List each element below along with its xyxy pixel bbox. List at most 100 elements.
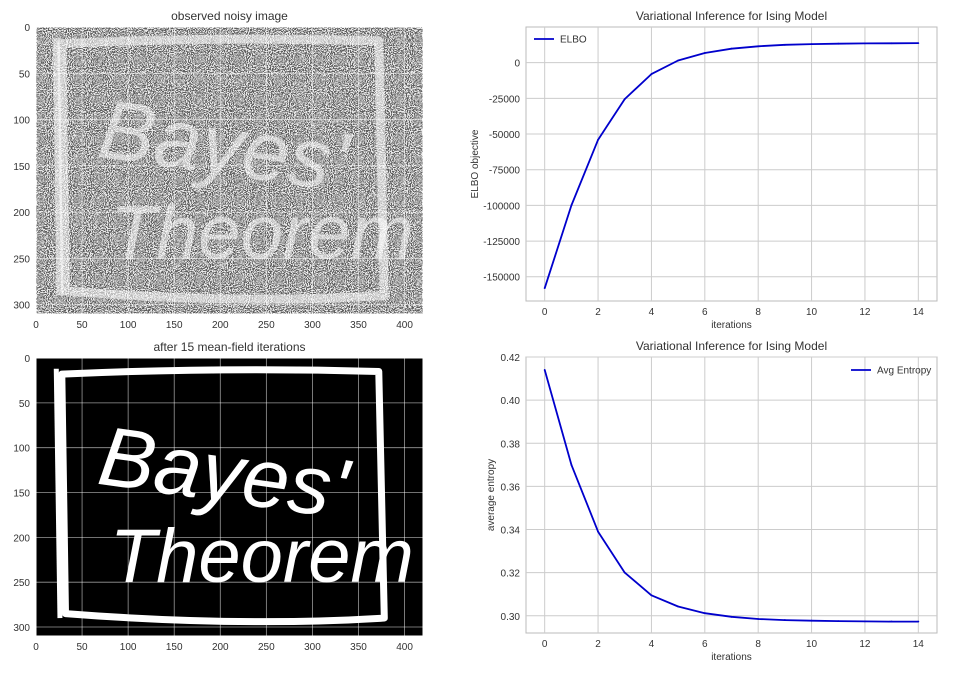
data-point bbox=[570, 204, 573, 207]
plot-area bbox=[525, 26, 938, 302]
data-point bbox=[783, 619, 786, 621]
data-point bbox=[917, 42, 920, 45]
data-point bbox=[917, 620, 920, 623]
y-axis-label: ELBO objective bbox=[470, 129, 481, 198]
x-tick-label: 400 bbox=[396, 642, 413, 653]
y-tick-label: 0.42 bbox=[501, 353, 521, 364]
data-point bbox=[597, 138, 599, 141]
data-point bbox=[677, 59, 680, 62]
y-tick-label: -25000 bbox=[489, 94, 521, 105]
x-tick-label: 12 bbox=[859, 307, 871, 318]
y-tick-label: 0.38 bbox=[501, 439, 521, 450]
data-point bbox=[703, 52, 706, 54]
y-tick-label: 0.34 bbox=[501, 526, 521, 537]
x-tick-label: 12 bbox=[859, 639, 871, 650]
y-tick-label: 100 bbox=[13, 116, 30, 127]
legend-label: ELBO bbox=[560, 35, 587, 46]
chart-title: Variational Inference for Ising Model bbox=[636, 9, 827, 23]
data-point bbox=[703, 612, 706, 615]
data-point bbox=[783, 43, 786, 46]
image-border bbox=[35, 357, 424, 637]
x-tick-label: 350 bbox=[350, 642, 367, 653]
data-point bbox=[890, 42, 893, 45]
x-tick-label: 350 bbox=[350, 320, 367, 331]
plot-area bbox=[525, 356, 938, 634]
x-tick-label: 300 bbox=[304, 642, 321, 653]
image-frame-stroke bbox=[58, 366, 388, 626]
y-tick-label: 0.30 bbox=[501, 612, 521, 623]
x-tick-label: 8 bbox=[755, 307, 761, 318]
x-tick-label: 14 bbox=[913, 639, 925, 650]
line-chart: Variational Inference for Ising Model 0 2 4… bbox=[470, 9, 938, 331]
data-point bbox=[623, 571, 626, 574]
y-tick-label: 200 bbox=[13, 533, 30, 544]
y-tick-label: 0.32 bbox=[501, 569, 521, 580]
data-point bbox=[597, 530, 599, 533]
x-axis-label: iterations bbox=[711, 320, 752, 331]
x-tick-label: 400 bbox=[396, 320, 413, 331]
x-tick-label: 250 bbox=[258, 320, 275, 331]
chart-title: observed noisy image bbox=[171, 9, 288, 23]
y-tick-label: 250 bbox=[13, 254, 30, 265]
x-axis-label: iterations bbox=[711, 652, 752, 663]
x-tick-label: 10 bbox=[806, 639, 818, 650]
x-tick-label: 100 bbox=[120, 642, 137, 653]
data-point bbox=[837, 42, 840, 45]
x-tick-label: 10 bbox=[806, 307, 818, 318]
y-tick-label: -150000 bbox=[483, 273, 520, 284]
x-tick-label: 4 bbox=[649, 307, 655, 318]
data-point bbox=[543, 287, 546, 290]
image-frame-stroke bbox=[52, 38, 64, 296]
legend-label: Avg Entropy bbox=[877, 366, 931, 377]
y-tick-label: 0 bbox=[514, 59, 520, 70]
x-tick-label: 50 bbox=[77, 320, 89, 331]
x-tick-label: 0 bbox=[542, 307, 548, 318]
image-panel: after 15 mean-field iterationsBayes'Theo… bbox=[13, 340, 424, 653]
data-point bbox=[730, 615, 733, 618]
line-chart: Variational Inference for Ising Model 0 2 4… bbox=[486, 339, 938, 663]
x-tick-label: 300 bbox=[304, 320, 321, 331]
x-tick-label: 4 bbox=[649, 639, 655, 650]
y-tick-label: 300 bbox=[13, 623, 30, 634]
data-point bbox=[650, 73, 653, 75]
y-tick-label: 50 bbox=[19, 69, 31, 80]
y-tick-label: 150 bbox=[13, 489, 30, 500]
data-point bbox=[890, 620, 893, 623]
image-word: Theorem bbox=[110, 190, 414, 275]
y-tick-label: -125000 bbox=[483, 237, 520, 248]
data-point bbox=[677, 605, 680, 608]
x-tick-label: 2 bbox=[595, 307, 601, 318]
x-tick-label: 2 bbox=[595, 639, 601, 650]
data-point bbox=[810, 43, 813, 46]
x-tick-label: 6 bbox=[702, 307, 708, 318]
y-axis-label: average entropy bbox=[486, 459, 497, 531]
y-tick-label: -100000 bbox=[483, 201, 520, 212]
x-tick-label: 0 bbox=[542, 639, 548, 650]
data-point bbox=[650, 594, 653, 597]
chart-title: Variational Inference for Ising Model bbox=[636, 339, 827, 353]
y-tick-label: 200 bbox=[13, 208, 30, 219]
data-point bbox=[837, 620, 840, 623]
y-tick-label: -50000 bbox=[489, 130, 521, 141]
y-tick-label: 0.36 bbox=[501, 482, 521, 493]
chart-title: after 15 mean-field iterations bbox=[153, 340, 305, 354]
x-tick-label: 0 bbox=[33, 642, 39, 653]
x-tick-label: 14 bbox=[913, 307, 925, 318]
data-point bbox=[570, 463, 573, 466]
x-tick-label: 150 bbox=[166, 320, 183, 331]
x-tick-label: 250 bbox=[258, 642, 275, 653]
y-tick-label: 0 bbox=[24, 23, 30, 34]
y-tick-label: 300 bbox=[13, 301, 30, 312]
x-tick-label: 100 bbox=[120, 320, 137, 331]
y-tick-label: 250 bbox=[13, 578, 30, 589]
data-point bbox=[864, 42, 866, 45]
y-tick-label: 0.40 bbox=[501, 396, 521, 407]
y-tick-label: -75000 bbox=[489, 166, 521, 177]
data-point bbox=[623, 98, 626, 100]
x-tick-label: 50 bbox=[77, 642, 89, 653]
y-tick-label: 0 bbox=[24, 354, 30, 365]
data-point bbox=[864, 620, 866, 623]
x-tick-label: 0 bbox=[33, 320, 39, 331]
